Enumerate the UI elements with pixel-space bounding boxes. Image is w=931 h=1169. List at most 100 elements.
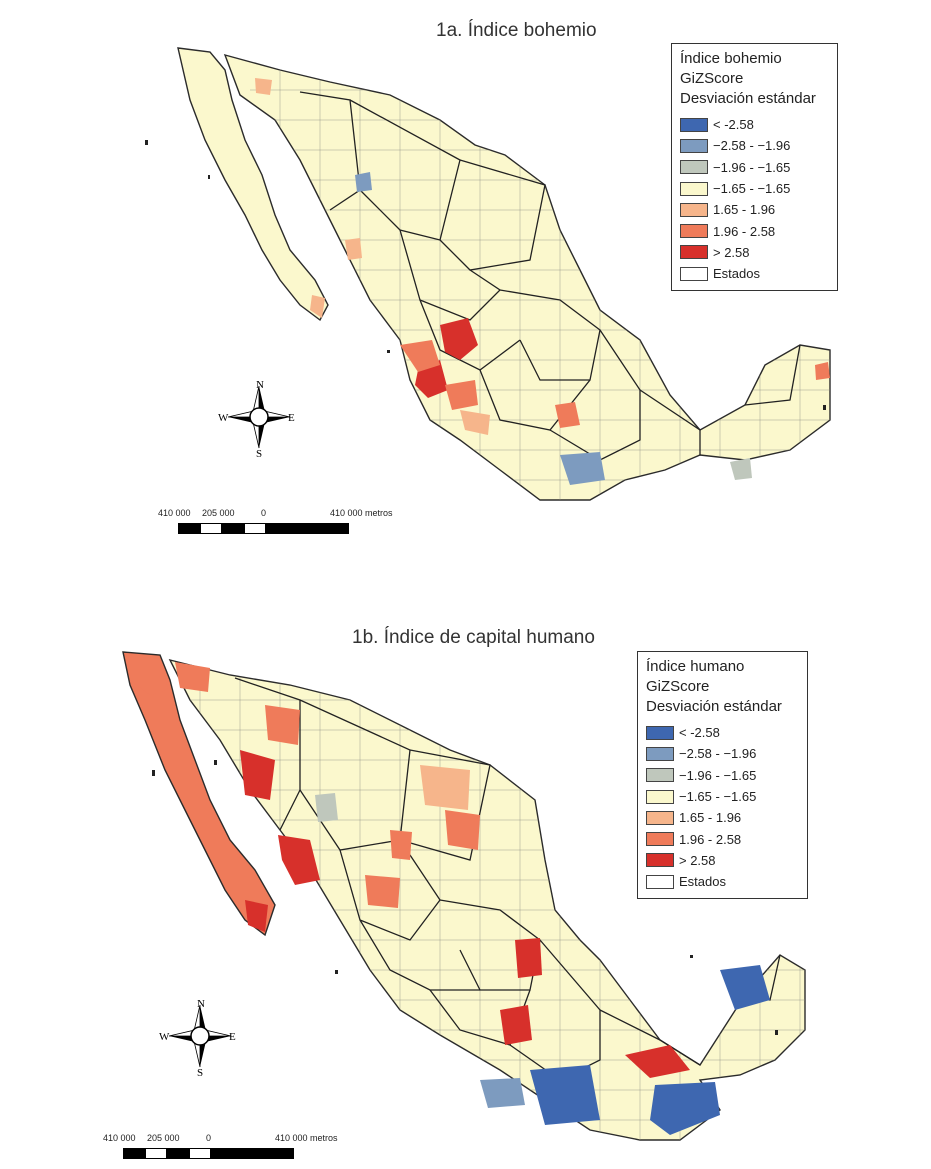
legend-label: > 2.58 <box>713 244 750 260</box>
scale-label-left: 410 000 <box>158 508 191 518</box>
legend-item: −1.96 - −1.65 <box>680 157 829 178</box>
compass-east: E <box>288 412 295 424</box>
legend-item: −1.96 - −1.65 <box>646 765 799 786</box>
compass-rose-icon: N S E W <box>159 998 236 1077</box>
cluster-jalisco-south <box>445 380 478 410</box>
map-panel-bohemio: 1a. Índice bohemio Índice bohemio GiZSco… <box>0 0 931 560</box>
cluster-sonora-north <box>255 78 272 95</box>
legend-label: Estados <box>713 266 760 282</box>
islands-humano <box>152 760 778 1035</box>
cluster-durango <box>365 875 400 908</box>
legend-label: < -2.58 <box>679 725 720 741</box>
legend-item: < -2.58 <box>680 114 829 135</box>
legend-label: Estados <box>679 874 726 890</box>
mexico-map-bohemio <box>145 47 831 501</box>
cluster-chihuahua-cold <box>315 793 338 822</box>
legend-item: −2.58 - −1.96 <box>680 135 829 156</box>
legend-item: Estados <box>680 263 829 284</box>
legend-subtitle: GiZScore <box>680 70 744 87</box>
scale-label-zero: 0 <box>206 1133 212 1143</box>
legend-unit: Desviación estándar <box>646 698 782 715</box>
legend-item: < -2.58 <box>646 722 799 743</box>
compass-west: W <box>159 1031 170 1043</box>
legend-items: < -2.58 −2.58 - −1.96 −1.96 - −1.65 −1.65 -… <box>646 722 799 892</box>
legend-item: 1.65 - 1.96 <box>680 199 829 220</box>
legend-item: 1.96 - 2.58 <box>680 220 829 241</box>
legend-swatch <box>680 138 708 153</box>
legend-item: −1.65 - −1.65 <box>680 178 829 199</box>
cluster-jalisco-west <box>400 340 440 372</box>
page-title-2: 1b. Índice de capital humano <box>352 627 595 648</box>
cluster-tamaulipas <box>515 938 542 978</box>
scale-label-right: 410 000 metros <box>275 1133 338 1143</box>
scale-bar: 410 000 205 000 0 410 000 metros <box>95 1133 338 1159</box>
islands-bohemio <box>145 140 826 410</box>
scale-label-right: 410 000 metros <box>330 508 393 518</box>
legend-title: Índice bohemio <box>680 50 782 67</box>
cluster-chihuahua <box>265 705 300 745</box>
legend-label: −1.96 - −1.65 <box>713 159 791 175</box>
cluster-coahuila <box>420 765 470 810</box>
legend-swatch <box>646 874 674 889</box>
legend-swatch <box>680 202 708 217</box>
cluster-sonora-coast <box>240 750 275 800</box>
legend-title: Índice humano <box>646 658 745 675</box>
compass-north: N <box>256 379 264 391</box>
mainland-mexico-bohemio <box>223 53 831 501</box>
cluster-tabasco <box>625 1045 690 1078</box>
legend-swatch <box>680 160 708 175</box>
cluster-jalisco-north <box>440 318 478 360</box>
map-legend: Índice bohemio GiZScore Desviación están… <box>671 43 838 292</box>
scale-label-left: 410 000 <box>103 1133 136 1143</box>
legend-swatch <box>646 746 674 761</box>
bohemio-clusters <box>255 78 830 485</box>
legend-swatch <box>646 832 674 847</box>
legend-swatch <box>646 768 674 783</box>
cluster-zacatecas <box>390 830 412 860</box>
legend-swatch <box>646 810 674 825</box>
legend-label: −1.65 - −1.65 <box>679 789 757 805</box>
legend-label: 1.65 - 1.96 <box>679 810 742 826</box>
legend-label: 1.96 - 2.58 <box>713 223 776 239</box>
cluster-quintana-roo <box>815 362 830 380</box>
cluster-guerrero-cold <box>480 1078 525 1108</box>
cluster-yucatan-cold <box>720 965 770 1010</box>
scale-label-mid: 205 000 <box>202 508 235 518</box>
legend-label: −1.96 - −1.65 <box>679 767 757 783</box>
cluster-cdmx <box>500 1005 532 1045</box>
legend-swatch <box>680 245 708 260</box>
legend-unit: Desviación estándar <box>680 90 816 107</box>
mexico-map-capital-humano <box>122 651 806 1141</box>
map-legend-2: Índice humano GiZScore Desviación estánd… <box>637 651 808 900</box>
compass-south: S <box>256 448 262 458</box>
cluster-nuevo-leon <box>445 810 480 850</box>
legend-label: 1.96 - 2.58 <box>679 831 742 847</box>
legend-item: −1.65 - −1.65 <box>646 786 799 807</box>
legend-swatch <box>646 853 674 868</box>
cluster-veracruz-cold <box>730 458 752 480</box>
page-title: 1a. Índice bohemio <box>436 20 597 41</box>
cluster-baja-south <box>245 900 268 932</box>
legend-items: < -2.58 −2.58 - −1.96 −1.96 - −1.65 −1.65 -… <box>680 114 829 284</box>
baja-peninsula-bohemio <box>177 47 329 322</box>
legend-label: > 2.58 <box>679 852 716 868</box>
legend-item: > 2.58 <box>680 242 829 263</box>
legend-subtitle: GiZScore <box>646 678 710 695</box>
compass-east: E <box>229 1031 236 1043</box>
legend-item: 1.65 - 1.96 <box>646 807 799 828</box>
legend-item: 1.96 - 2.58 <box>646 828 799 849</box>
legend-item: −2.58 - −1.96 <box>646 743 799 764</box>
legend-item: > 2.58 <box>646 850 799 871</box>
cluster-baja-south <box>310 295 325 318</box>
compass-north: N <box>197 998 205 1010</box>
legend-label: < -2.58 <box>713 117 754 133</box>
legend-item: Estados <box>646 871 799 892</box>
mainland-mexico-humano <box>168 658 806 1141</box>
humano-clusters <box>125 655 770 1135</box>
legend-label: −1.65 - −1.65 <box>713 181 791 197</box>
scale-label-mid: 205 000 <box>147 1133 180 1143</box>
legend-label: 1.65 - 1.96 <box>713 202 776 218</box>
legend-swatch <box>646 789 674 804</box>
legend-swatch <box>646 725 674 740</box>
cluster-sinaloa <box>345 238 362 260</box>
